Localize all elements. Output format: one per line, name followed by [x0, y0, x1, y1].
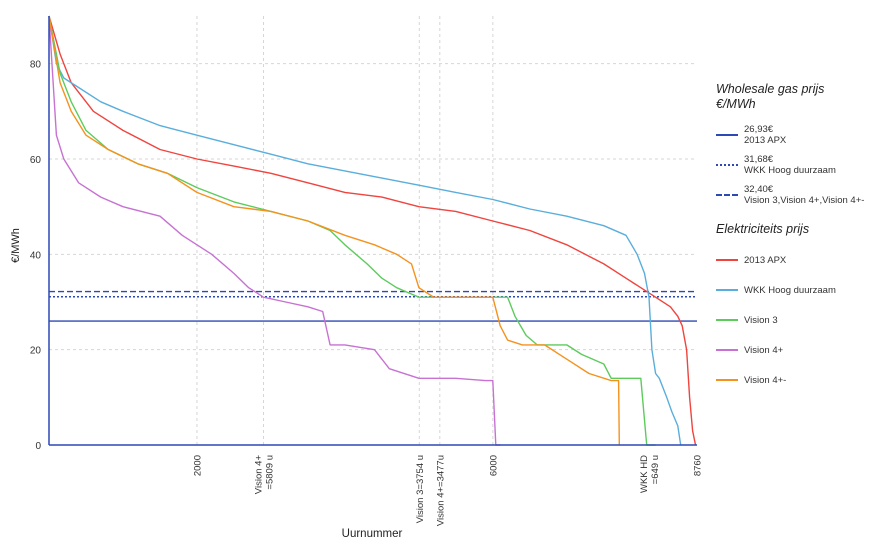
legend-gas-text: 26,93€ 2013 APX: [744, 124, 786, 146]
y-tick-label: 0: [35, 441, 41, 452]
y-tick-label: 60: [30, 155, 42, 166]
legend-gas-text: 31,68€ WKK Hoog duurzaam: [744, 154, 836, 176]
y-tick-label: 20: [30, 346, 42, 357]
gas-price-lines: [49, 290, 697, 322]
legend-swatch: [716, 379, 738, 381]
x-tick-label: Vision 3=3754 u: [415, 455, 426, 523]
legend-gas-items: 26,93€ 2013 APX 31,68€ WKK Hoog duurzaam 32,…: [716, 120, 888, 210]
legend-gas-price: 31,68€: [744, 154, 774, 165]
legend-gas-item: 31,68€ WKK Hoog duurzaam: [716, 150, 888, 180]
legend-gas-price: 26,93€: [744, 124, 774, 135]
legend-gas-price: 32,40€: [744, 184, 774, 195]
legend-elec-item: Vision 4+: [716, 335, 888, 365]
x-tick-label: 2000: [192, 455, 203, 476]
grid-layer: [49, 16, 697, 445]
legend-elec-label: 2013 APX: [744, 254, 787, 266]
legend-gas-item: 26,93€ 2013 APX: [716, 120, 888, 150]
legend-swatch: [716, 319, 738, 321]
legend-swatch: [716, 194, 738, 196]
legend: Wholesale gas prijs €/MWh 26,93€ 2013 APX…: [716, 82, 888, 395]
legend-elec-label: Vision 4+: [744, 344, 784, 356]
legend-gas-label: Vision 3,Vision 4+,Vision 4+-: [744, 195, 865, 206]
y-axis-label: €/MWh: [10, 228, 22, 263]
legend-gas-text: 32,40€ Vision 3,Vision 4+,Vision 4+-: [744, 184, 864, 206]
legend-swatch: [716, 134, 738, 136]
x-tick-label: 8760: [693, 455, 704, 476]
legend-elec-item: 2013 APX: [716, 245, 888, 275]
legend-gas-heading: Wholesale gas prijs €/MWh: [716, 82, 888, 112]
y-tick-label: 40: [30, 250, 42, 261]
legend-gas-heading-line1: Wholesale gas prijs: [716, 82, 825, 96]
x-tick-label: Vision 4+=3477u: [435, 455, 446, 526]
legend-elec-item: WKK Hoog duurzaam: [716, 275, 888, 305]
legend-elec-heading: Elektriciteits prijs: [716, 222, 810, 236]
tick-labels: 0 20 40 60 80 2000 Vision 4+=5809 u Vision 3=37…: [10, 60, 704, 540]
legend-swatch: [716, 259, 738, 261]
legend-elec-items: 2013 APX WKK Hoog duurzaam Vision 3 Vision …: [716, 245, 888, 395]
legend-elec-label: Vision 4+-: [744, 374, 787, 386]
legend-gas-label: 2013 APX: [744, 135, 787, 146]
series-line: [48, 15, 620, 446]
series-line: [48, 15, 682, 446]
axes: [48, 16, 697, 446]
x-tick-label: 6000: [488, 455, 499, 476]
x-axis-label: Uurnummer: [342, 528, 403, 540]
series-line: [48, 15, 656, 446]
series-lines: [48, 15, 697, 446]
x-tick-label: Vision 4+=5809 u: [254, 455, 276, 495]
legend-swatch: [716, 349, 738, 351]
x-tick-label: WKK HD=649 u: [639, 455, 661, 493]
legend-swatch: [716, 164, 738, 166]
legend-gas-heading-line2: €/MWh: [716, 97, 756, 111]
y-tick-label: 80: [30, 60, 42, 71]
legend-gas-item: 32,40€ Vision 3,Vision 4+,Vision 4+-: [716, 180, 888, 210]
legend-elec-label: Vision 3: [744, 314, 778, 326]
legend-swatch: [716, 289, 738, 291]
legend-elec-item: Vision 4+-: [716, 365, 888, 395]
legend-elec-label: WKK Hoog duurzaam: [744, 284, 836, 296]
series-line: [48, 15, 501, 446]
legend-gas-label: WKK Hoog duurzaam: [744, 165, 836, 176]
series-line: [48, 15, 697, 446]
legend-elec-item: Vision 3: [716, 305, 888, 335]
